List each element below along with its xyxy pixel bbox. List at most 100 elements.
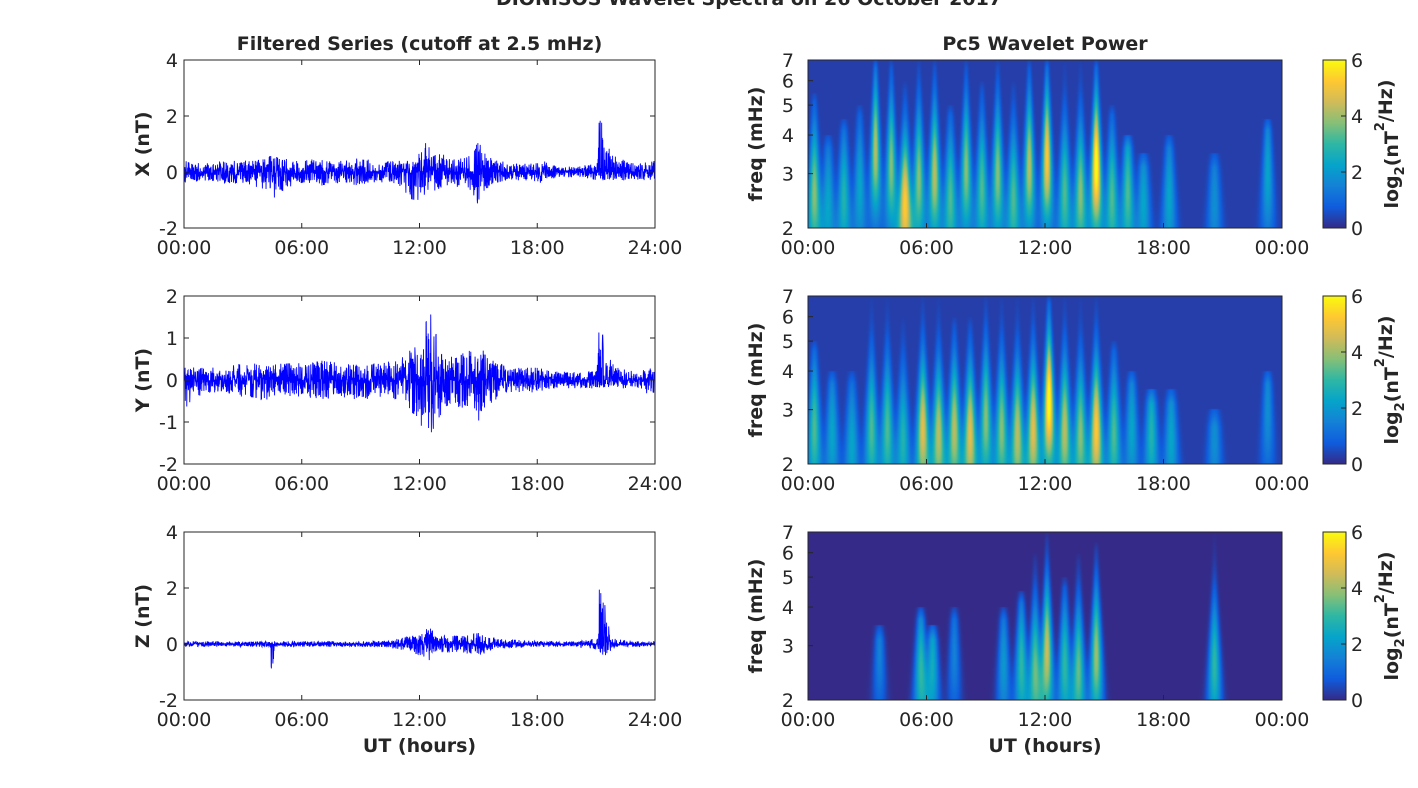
y-tick-label: 0 <box>166 370 178 392</box>
series-line <box>183 589 656 669</box>
y-tick-label: 4 <box>166 522 178 544</box>
colorbar-tick-label: 2 <box>1351 398 1363 420</box>
x-tick-label: 24:00 <box>628 473 683 495</box>
colorbar-label-part: (nT <box>1381 131 1403 166</box>
colorbar-tick-label: 0 <box>1351 454 1363 476</box>
colorbar-label-part: 2 <box>1373 122 1388 131</box>
series-line <box>183 314 656 433</box>
plot-area <box>184 532 655 700</box>
y-tick-label: 4 <box>782 125 794 147</box>
x-tick-label: 18:00 <box>510 709 565 731</box>
panel-title: Pc5 Wavelet Power <box>942 33 1148 55</box>
y-tick-label: 5 <box>782 567 794 589</box>
x-tick-label: 12:00 <box>1018 237 1073 259</box>
x-tick-label: 06:00 <box>274 473 329 495</box>
wavelet-power-image <box>808 296 1282 464</box>
x-tick-label: 00:00 <box>781 709 836 731</box>
x-tick-label: 12:00 <box>392 473 447 495</box>
y-tick-label: 5 <box>782 331 794 353</box>
y-tick-label: 6 <box>782 543 794 565</box>
colorbar-label-part: log <box>1381 175 1403 208</box>
y-tick-label: 2 <box>782 218 794 240</box>
x-axis-label: UT (hours) <box>363 735 476 757</box>
y-tick-label: 7 <box>782 286 794 308</box>
y-tick-label: -2 <box>159 690 178 712</box>
x-tick-label: 06:00 <box>899 709 954 731</box>
colorbar-label-part: /Hz) <box>1375 315 1397 358</box>
colorbar-label-part: 2 <box>1373 594 1388 603</box>
x-tick-label: 00:00 <box>1255 237 1310 259</box>
series-panel-1: 00:00 06:00 12:00 18:00 24:00 4 2 0 -2 X (nT) Filt… <box>132 33 682 259</box>
x-tick-label: 18:00 <box>510 473 565 495</box>
series-panel-3: 00:00 06:00 12:00 18:00 24:00 4 2 0 -2 Z (nT) UT (… <box>132 522 682 757</box>
y-tick-label: 3 <box>782 164 794 186</box>
y-axis-label: freq (mHz) <box>745 323 767 438</box>
x-tick-label: 12:00 <box>392 709 447 731</box>
y-axis-label: freq (mHz) <box>745 559 767 674</box>
y-tick-label: 3 <box>782 636 794 658</box>
x-tick-label: 24:00 <box>628 237 683 259</box>
y-tick-label: 6 <box>782 71 794 93</box>
colorbar-tick-label: 6 <box>1351 522 1363 544</box>
colorbar-label-part: 2 <box>1373 358 1388 367</box>
x-tick-label: 24:00 <box>628 709 683 731</box>
colorbar-tick-label: 2 <box>1351 634 1363 656</box>
x-tick-label: 00:00 <box>781 473 836 495</box>
y-tick-label: 2 <box>166 578 178 600</box>
x-tick-label: 12:00 <box>392 237 447 259</box>
colorbar-tick-label: 4 <box>1351 106 1363 128</box>
x-tick-label: 06:00 <box>899 237 954 259</box>
y-tick-label: 2 <box>166 286 178 308</box>
colorbar-label-part: log <box>1381 411 1403 444</box>
y-tick-label: 5 <box>782 95 794 117</box>
x-tick-label: 06:00 <box>274 709 329 731</box>
colorbar-label-part: 2 <box>1393 166 1408 175</box>
x-tick-label: 00:00 <box>157 237 212 259</box>
x-tick-label: 06:00 <box>274 237 329 259</box>
y-tick-label: 2 <box>166 106 178 128</box>
y-axis-label: freq (mHz) <box>745 87 767 202</box>
x-tick-label: 00:00 <box>157 473 212 495</box>
colorbar-tick-label: 6 <box>1351 286 1363 308</box>
y-tick-label: 6 <box>782 307 794 329</box>
x-tick-label: 18:00 <box>1136 473 1191 495</box>
y-tick-label: 4 <box>166 50 178 72</box>
panels: 00:00 06:00 12:00 18:00 24:00 4 2 0 -2 X (nT) Filt… <box>132 33 1408 757</box>
colorbar-tick-label: 0 <box>1351 690 1363 712</box>
colorbar: 6 4 2 0 log2(nT2/Hz) <box>1322 50 1408 240</box>
y-tick-label: -2 <box>159 218 178 240</box>
y-axis-label: Y (nT) <box>132 348 154 413</box>
y-tick-label: 0 <box>166 162 178 184</box>
x-tick-label: 06:00 <box>899 473 954 495</box>
y-tick-label: 7 <box>782 522 794 544</box>
y-tick-label: 2 <box>782 690 794 712</box>
colorbar-tick-label: 6 <box>1351 50 1363 72</box>
x-axis-label: UT (hours) <box>988 735 1101 757</box>
colorbar-label: log2(nT2/Hz) <box>1373 79 1408 208</box>
x-tick-label: 18:00 <box>1136 237 1191 259</box>
colorbar-tick-label: 4 <box>1351 342 1363 364</box>
series-panel-2: 00:00 06:00 12:00 18:00 24:00 2 1 0 -1 -2 Y (nT) <box>132 286 682 495</box>
x-tick-label: 12:00 <box>1018 709 1073 731</box>
colorbar-gradient <box>1322 59 1347 229</box>
colorbar-label-part: (nT <box>1381 603 1403 638</box>
x-tick-label: 00:00 <box>1255 709 1310 731</box>
series-line <box>183 120 656 204</box>
wavelet-power-image <box>808 532 1282 700</box>
y-tick-label: 7 <box>782 50 794 72</box>
colorbar-gradient <box>1322 295 1347 465</box>
x-tick-label: 00:00 <box>1255 473 1310 495</box>
y-tick-label: 1 <box>166 328 178 350</box>
x-tick-label: 00:00 <box>157 709 212 731</box>
figure-title: DIONISOS Wavelet Spectra on 26 October 2… <box>496 0 1002 10</box>
y-tick-label: 3 <box>782 400 794 422</box>
panel-title: Filtered Series (cutoff at 2.5 mHz) <box>237 33 603 55</box>
colorbar-label-part: log <box>1381 647 1403 680</box>
colorbar-tick-label: 0 <box>1351 218 1363 240</box>
y-tick-label: 2 <box>782 454 794 476</box>
